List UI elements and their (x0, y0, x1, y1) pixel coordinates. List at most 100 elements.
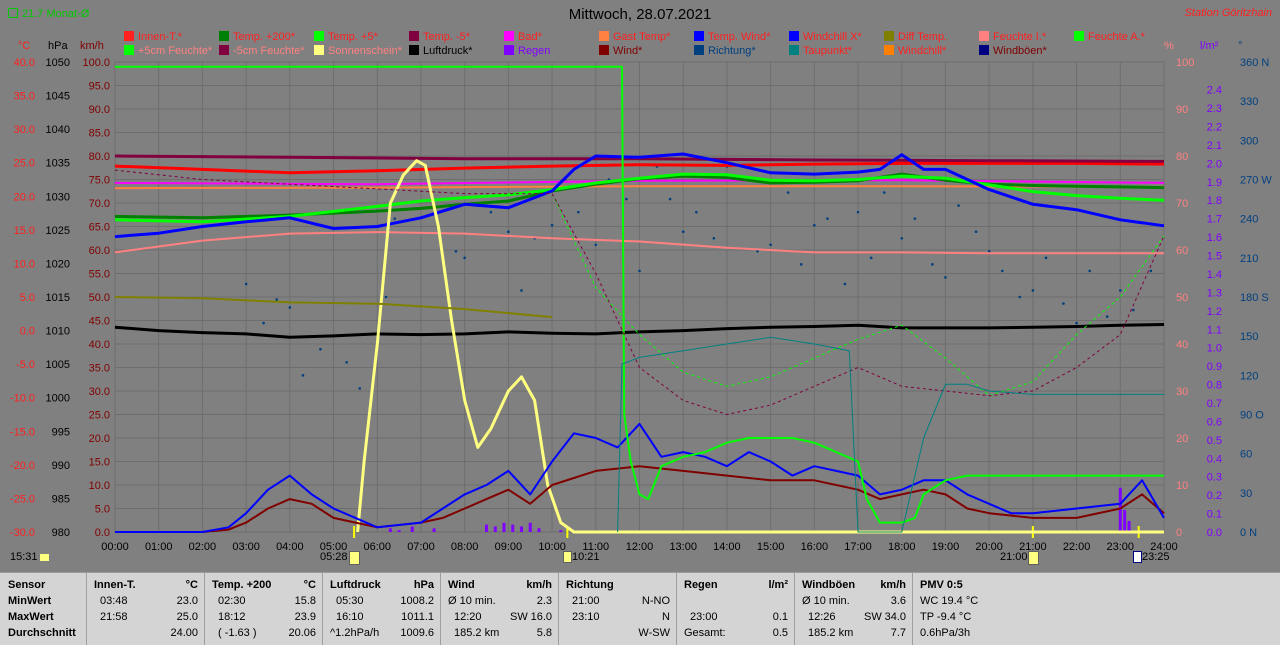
legend-item[interactable]: Bad* (504, 31, 542, 43)
pressure-tick-label: 1020 (46, 258, 70, 270)
rain-tick-label: 0.1 (1207, 509, 1222, 521)
legend-label: Windchill* (898, 45, 947, 57)
rain-tick-label: 1.6 (1207, 232, 1222, 244)
rain-bar (485, 524, 489, 532)
wind-unit-stat: km/h (526, 579, 552, 591)
rain-tick-label: 2.2 (1207, 122, 1222, 134)
wind-tick-label: 20.0 (89, 433, 110, 445)
humidity-tick-label: 100 (1176, 57, 1194, 69)
series-line-sonnenschein (356, 159, 1164, 534)
legend-label: Luftdruck* (423, 45, 473, 57)
series-line-temp-200 (114, 172, 1165, 220)
rain-tick-label: 0.7 (1207, 398, 1222, 410)
legend-item[interactable]: -5cm Feuchte* (219, 45, 305, 57)
temp200-trend: ( -1.63 ) (218, 627, 257, 639)
pressure-tick-label: 1045 (46, 91, 70, 103)
legend-item[interactable]: Taupunkt* (789, 45, 852, 57)
legend-item[interactable]: Windchill X* (789, 31, 862, 43)
pressure-tick-label: 1035 (46, 158, 70, 170)
stats-wind-column: Wind km/h Ø 10 min. 2.3 12:20 SW 16.0 185.2 … (440, 573, 559, 645)
direction-tick-label: 300 (1240, 135, 1258, 147)
direction-dot (856, 210, 860, 214)
innen-unit: °C (185, 579, 198, 591)
legend-item[interactable]: Sonnenschein* (314, 45, 402, 57)
direction-dot (769, 243, 772, 247)
x-tick-label: 01:00 (145, 541, 173, 553)
direction-dot (1118, 289, 1122, 292)
direction-dot (1088, 269, 1091, 273)
legend-item[interactable]: Temp. Wind* (694, 31, 770, 43)
rain-bar (1123, 509, 1127, 532)
rain-bar (1118, 487, 1122, 532)
direction-dot (550, 223, 554, 227)
legend-swatch (219, 31, 229, 41)
wind-tick-label: 30.0 (89, 386, 110, 398)
direction-tick-label: 360 N (1240, 57, 1269, 69)
direction-dot (900, 236, 904, 240)
series-line-temp-5 (114, 172, 1165, 224)
rain-tick-label: 2.3 (1207, 103, 1222, 115)
legend-swatch (1074, 31, 1084, 41)
x-tick-label: 22:00 (1063, 541, 1091, 553)
direction-dot (681, 230, 685, 234)
direction-dot (244, 282, 248, 286)
x-tick-label: 00:00 (101, 541, 129, 553)
humidity-tick-label: 30 (1176, 386, 1188, 398)
legend-item[interactable]: Temp. +200* (219, 31, 295, 43)
legend-item[interactable]: +5cm Feuchte* (124, 45, 212, 57)
legend-item[interactable]: Wind* (599, 45, 642, 57)
legend-item[interactable]: Windchill* (884, 45, 946, 57)
legend-item[interactable]: Windböen* (979, 45, 1047, 57)
rain-bar (519, 526, 523, 532)
direction-unit: ° (1238, 40, 1243, 52)
rain-tick-label: 1.0 (1207, 343, 1222, 355)
rain-bar (388, 528, 392, 532)
rain-tick-label: 2.1 (1207, 140, 1222, 152)
wind-tick-label: 90.0 (89, 104, 110, 116)
innen-avg: 24.00 (170, 627, 198, 639)
direction-dot (262, 321, 265, 325)
legend-label: Windchill X* (803, 31, 862, 43)
direction-dot (507, 230, 510, 234)
rain-tick-label: 2.4 (1207, 85, 1222, 97)
rain-bar (537, 528, 541, 532)
wind-tick-label: 15.0 (89, 457, 110, 469)
wind-tick-label: 60.0 (89, 245, 110, 257)
series-line-feuchte-a (115, 65, 1164, 524)
sunrise-time: 05:28 (320, 551, 348, 563)
rain-tick-label: 0.2 (1207, 490, 1222, 502)
legend-item[interactable]: Gast Temp* (599, 31, 670, 43)
rain-max-time: 23:00 (690, 611, 718, 623)
legend-item[interactable]: Richtung* (694, 45, 756, 57)
x-tick-label: 10:00 (538, 541, 566, 553)
legend-item[interactable]: Temp. -5* (409, 31, 470, 43)
direction-dot (786, 191, 790, 194)
innen-min-time: 03:48 (100, 595, 128, 607)
legend-item[interactable]: Feuchte A.* (1074, 31, 1145, 43)
x-tick-label: 08:00 (451, 541, 479, 553)
direction-min: N-NO (641, 595, 670, 607)
direction-dot (756, 250, 759, 253)
temp200-max: 23.9 (294, 611, 316, 623)
legend-item[interactable]: Diff Temp. (884, 31, 947, 43)
checkbox-icon[interactable] (8, 8, 18, 18)
legend-item[interactable]: Feuchte I.* (979, 31, 1046, 43)
legend-swatch (789, 45, 799, 55)
x-tick-label: 13:00 (669, 541, 697, 553)
humidity-unit: % (1164, 40, 1174, 52)
series-line-gast-temp (114, 185, 1165, 190)
wind-distance: 185.2 km (454, 627, 500, 639)
direction-dot (882, 191, 886, 194)
legend-item[interactable]: Temp. +5* (314, 31, 378, 43)
temp-tick-label: 0.0 (20, 326, 35, 338)
legend-item[interactable]: Luftdruck* (409, 45, 473, 57)
x-tick-label: 23:00 (1107, 541, 1135, 553)
legend-item[interactable]: Regen (504, 45, 550, 57)
temp-tick-label: 20.0 (14, 191, 35, 203)
legend-swatch (504, 31, 514, 41)
rain-tick-label: 0.4 (1207, 453, 1222, 465)
pressure-unit: hPa (48, 40, 68, 52)
x-tick-label: 18:00 (888, 541, 916, 553)
legend-item[interactable]: Innen-T.* (124, 31, 182, 43)
month-average-text: 21.7 Monat-Ø (22, 8, 90, 20)
